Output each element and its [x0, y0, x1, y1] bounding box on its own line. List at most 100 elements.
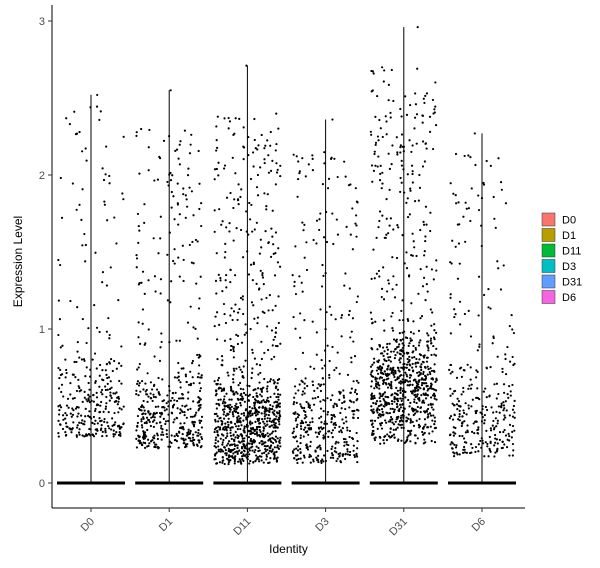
data-point [297, 160, 300, 163]
data-point [278, 378, 281, 381]
data-point [135, 446, 139, 449]
data-point [233, 447, 236, 451]
data-point [326, 187, 330, 190]
data-point [304, 413, 307, 417]
data-point [120, 364, 123, 367]
data-point [258, 364, 262, 367]
data-point [303, 382, 306, 385]
data-point [309, 440, 312, 443]
data-point [383, 399, 386, 402]
data-point [138, 362, 141, 366]
data-point [253, 412, 256, 415]
data-point [267, 309, 270, 312]
data-point [409, 331, 413, 334]
data-point [258, 252, 261, 255]
data-point [152, 384, 156, 388]
data-point [155, 443, 158, 446]
data-point [248, 405, 251, 409]
data-point [119, 434, 122, 438]
data-point [504, 202, 508, 205]
data-point [428, 387, 431, 390]
data-point [387, 152, 390, 155]
data-point [57, 432, 60, 435]
data-point [158, 393, 161, 396]
data-point [233, 422, 237, 425]
data-point [404, 336, 408, 339]
data-point [217, 398, 220, 401]
data-point [301, 393, 304, 396]
data-point [396, 378, 399, 381]
data-point [511, 383, 514, 387]
data-point [184, 446, 187, 449]
data-point [217, 402, 220, 406]
data-point [59, 346, 62, 349]
data-point [263, 377, 266, 381]
data-point [142, 388, 145, 391]
data-point [162, 433, 165, 436]
data-point [354, 187, 357, 190]
data-point [461, 422, 464, 425]
data-point [401, 145, 404, 148]
data-point [354, 388, 357, 392]
data-point [425, 283, 428, 286]
data-point [245, 434, 248, 437]
data-point [267, 435, 270, 438]
data-point [380, 376, 384, 379]
data-point [323, 349, 327, 352]
data-point [493, 217, 496, 220]
data-point [405, 373, 408, 376]
data-point [228, 410, 231, 413]
data-point [167, 134, 171, 138]
data-point [413, 434, 417, 437]
data-point [183, 129, 187, 132]
data-point [136, 414, 140, 418]
data-point [423, 254, 426, 257]
data-point [301, 221, 304, 224]
data-point [497, 267, 500, 270]
data-point [216, 146, 219, 149]
data-point [263, 147, 266, 150]
data-point [103, 420, 106, 423]
data-point [399, 406, 402, 409]
data-point [343, 400, 346, 403]
data-point [245, 418, 248, 421]
data-point [344, 416, 348, 419]
data-point [262, 420, 265, 423]
data-point [376, 427, 379, 431]
data-point [392, 275, 395, 278]
data-point [71, 407, 74, 410]
data-point [272, 452, 275, 455]
data-point [200, 374, 203, 377]
data-point [117, 397, 121, 400]
data-point [387, 356, 390, 359]
data-point [198, 441, 201, 444]
data-point [376, 348, 379, 351]
data-point [213, 430, 216, 434]
data-point [392, 371, 395, 374]
data-point [424, 378, 427, 381]
data-point [74, 376, 77, 379]
data-point [146, 393, 149, 396]
data-point [258, 381, 261, 384]
data-point [238, 449, 241, 452]
data-point [353, 355, 357, 358]
data-point [169, 179, 173, 182]
data-point [382, 319, 386, 322]
data-point [175, 339, 178, 342]
data-point [160, 411, 163, 414]
data-point [433, 111, 436, 114]
data-point [237, 183, 240, 186]
data-point [414, 395, 417, 399]
data-point [435, 398, 438, 401]
data-point [409, 419, 413, 422]
data-point [271, 159, 274, 162]
data-point [475, 376, 478, 379]
data-point [190, 133, 193, 136]
data-point [262, 426, 265, 429]
data-point [346, 450, 349, 453]
data-point [215, 407, 218, 410]
data-point [169, 171, 172, 175]
data-point [477, 443, 480, 446]
data-point [249, 411, 252, 415]
data-point [274, 422, 277, 425]
